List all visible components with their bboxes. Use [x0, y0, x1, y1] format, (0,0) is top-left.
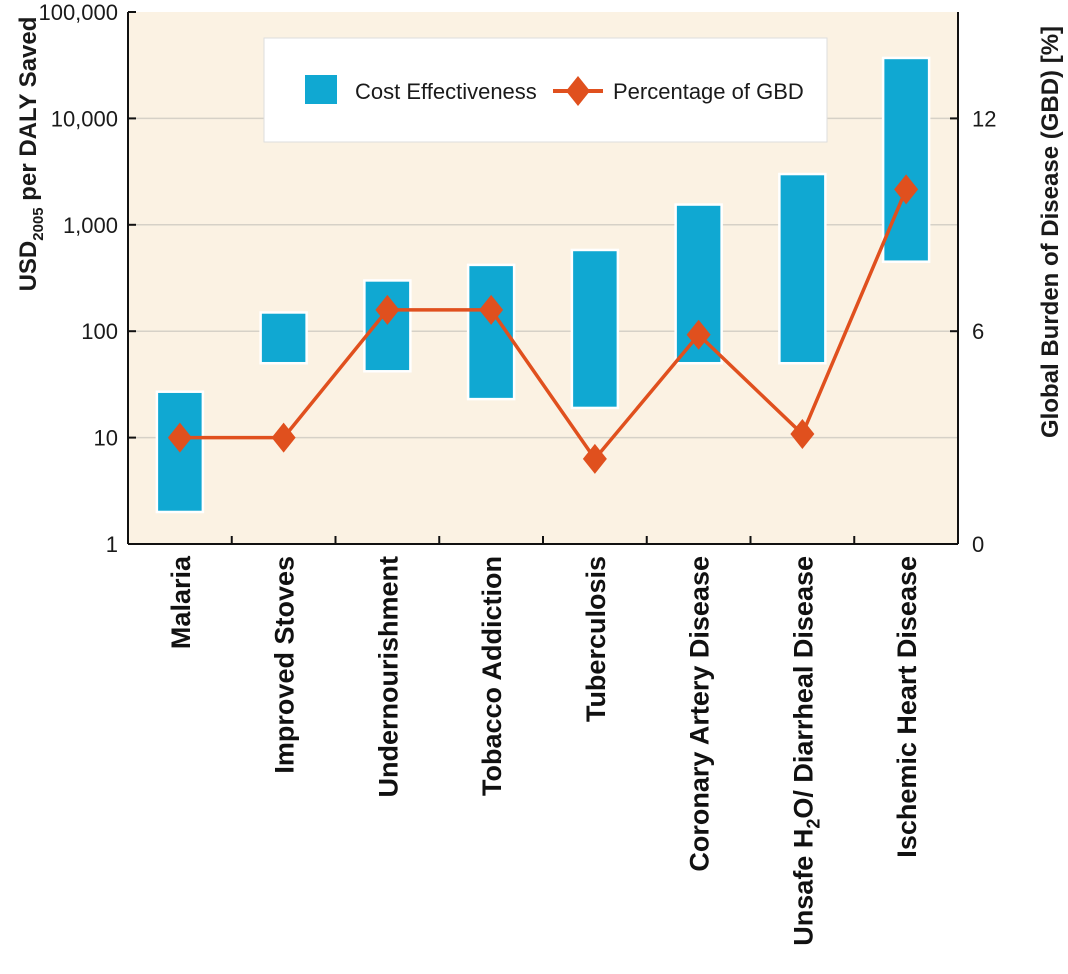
right-axis-title: Global Burden of Disease (GBD) [%] [1037, 26, 1064, 438]
gbd-line-path [179, 188, 908, 461]
right-tick-label: 0 [972, 532, 984, 557]
left-axis-title: USD2005 per DALY Saved [15, 17, 47, 292]
category-label-coronary-artery-disease: Coronary Artery Disease [685, 556, 715, 872]
gbd-line [167, 174, 919, 474]
gbd-point-tobacco-addiction [479, 294, 504, 325]
category-label-tobacco-addiction: Tobacco Addiction [477, 556, 507, 796]
gbd-point-unsafe-h2o-diarrheal-disease [790, 419, 815, 450]
category-label-ischemic-heart-disease: Ischemic Heart Disease [892, 556, 922, 858]
bar-improved-stoves [259, 311, 308, 365]
legend-box [263, 37, 828, 143]
gbd-point-undernourishment [375, 294, 400, 325]
right-tick-label: 6 [972, 319, 984, 344]
legend: Cost Effectiveness Percentage of GBD [263, 37, 828, 143]
legend-label-percentage-of-gbd: Percentage of GBD [613, 79, 804, 104]
legend-swatch-cost-effectiveness [305, 75, 337, 104]
category-label-improved-stoves: Improved Stoves [270, 556, 300, 774]
bar-tobacco-addiction [466, 263, 516, 401]
left-tick-label: 1 [106, 532, 118, 557]
left-tick-label: 100,000 [38, 0, 118, 25]
bar-unsafe-h2o-diarrheal-disease [778, 172, 827, 365]
left-tick-label: 1,000 [63, 213, 118, 238]
legend-marker-percentage-of-gbd [566, 76, 590, 106]
bar-undernourishment [363, 279, 412, 373]
left-tick-label: 100 [81, 319, 118, 344]
bar-tuberculosis [570, 248, 620, 410]
category-label-malaria: Malaria [166, 555, 196, 649]
right-tick-label: 12 [972, 106, 996, 131]
left-tick-label: 10,000 [51, 106, 118, 131]
category-label-undernourishment: Undernourishment [373, 556, 403, 798]
category-label-tuberculosis: Tuberculosis [581, 556, 611, 722]
gbd-point-tuberculosis [582, 443, 607, 474]
gbd-point-coronary-artery-disease [686, 319, 711, 350]
axes: 1 10 100 1,000 10,000 100,000 0 6 12 [38, 0, 996, 557]
legend-label-cost-effectiveness: Cost Effectiveness [355, 79, 537, 104]
category-labels: Malaria Improved Stoves Undernourishment To… [166, 555, 922, 946]
gbd-point-malaria [167, 422, 192, 453]
gbd-point-ischemic-heart-disease [894, 174, 919, 205]
left-tick-label: 10 [94, 426, 118, 451]
gbd-point-improved-stoves [271, 422, 296, 453]
category-label-unsafe-h2o-diarrheal-disease: Unsafe H2O/ Diarrheal Disease [788, 556, 823, 946]
